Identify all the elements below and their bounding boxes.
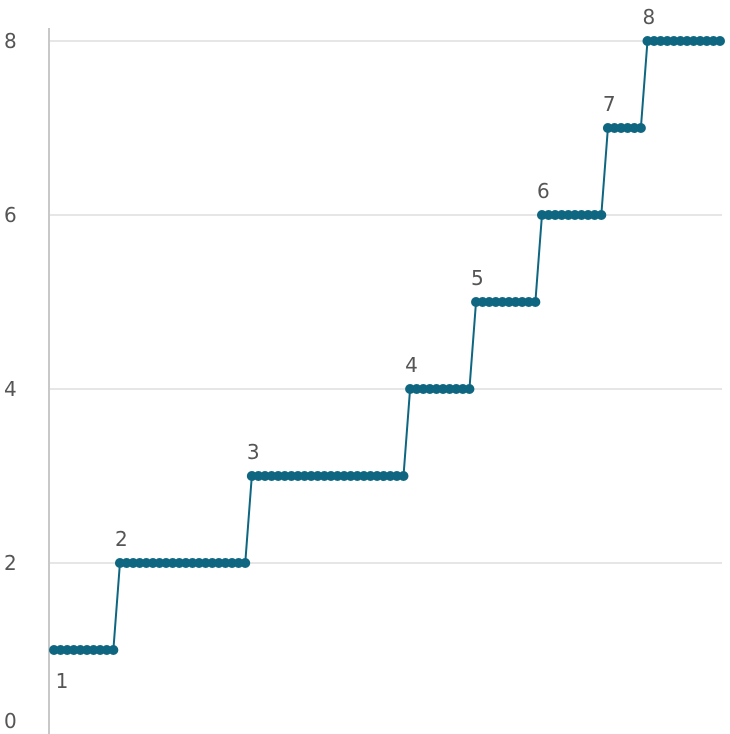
data-point xyxy=(108,645,119,655)
series-points xyxy=(49,36,725,655)
data-point xyxy=(635,123,646,133)
step-label: 1 xyxy=(56,669,69,693)
grid-lines xyxy=(49,40,722,564)
step-label: 2 xyxy=(115,527,128,551)
step-label: 8 xyxy=(642,5,655,29)
y-tick-label: 0 xyxy=(4,709,17,733)
step-label: 7 xyxy=(603,92,616,116)
data-point xyxy=(715,36,725,46)
y-tick-label: 8 xyxy=(4,29,17,53)
step-label: 5 xyxy=(471,266,484,290)
data-point xyxy=(398,471,409,481)
y-tick-label: 6 xyxy=(4,203,17,227)
data-point xyxy=(596,210,607,220)
step-labels: 1 2 3 4 5 6 7 8 xyxy=(56,5,656,693)
data-point xyxy=(464,384,475,394)
step-label: 4 xyxy=(405,353,418,377)
data-point xyxy=(530,297,541,307)
y-tick-labels: 0 2 4 6 8 xyxy=(4,29,17,733)
y-tick-label: 2 xyxy=(4,551,17,575)
y-tick-label: 4 xyxy=(4,377,17,401)
data-point xyxy=(240,558,251,568)
step-label: 3 xyxy=(247,440,260,464)
step-label: 6 xyxy=(537,179,550,203)
